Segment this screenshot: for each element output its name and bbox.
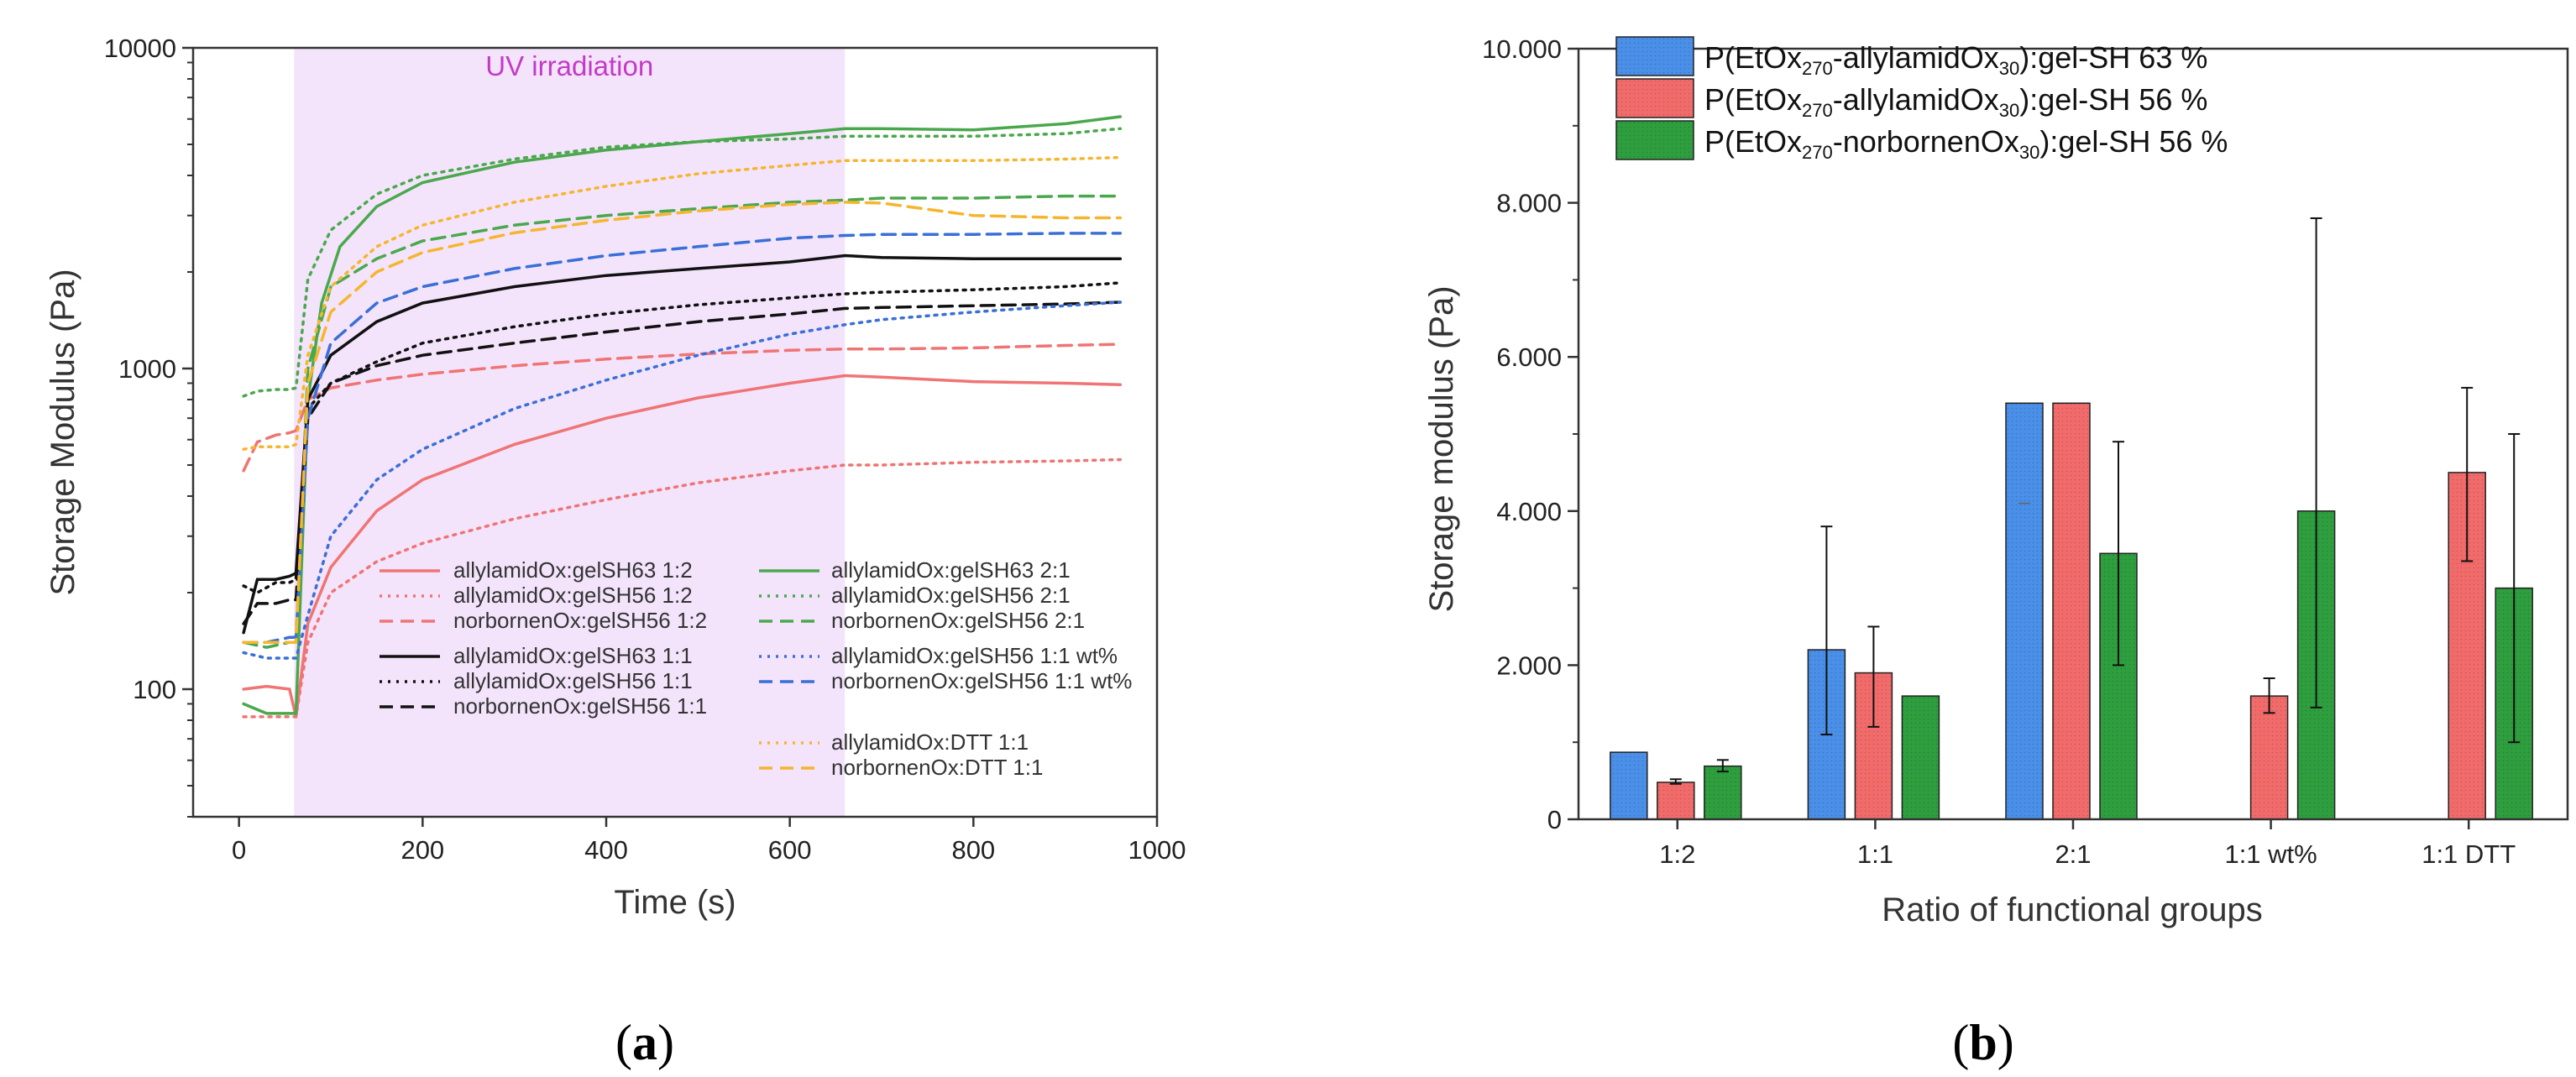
legend-entry: P(EtOx270-allylamidOx30):gel-SH 63 %: [1704, 40, 2207, 79]
y-tick-label: 10.000: [1482, 34, 1562, 64]
legend-entry: allylamidOx:gelSH56 1:1 wt%: [831, 643, 1118, 668]
legend-entry: norbornenOx:gelSH56 1:2: [453, 608, 707, 633]
line-series-4: [242, 127, 1123, 398]
legend-entry: allylamidOx:gelSH56 1:1: [453, 668, 693, 693]
legend-entry: norbornenOx:gelSH56 2:1: [831, 608, 1085, 633]
legend-entry: allylamidOx:gelSH63 1:1: [453, 643, 693, 668]
panel-label-a: (a): [615, 1015, 674, 1070]
panel-label-b: (b): [1952, 1015, 2013, 1070]
x-tick-label: 1:1 wt%: [2224, 839, 2317, 869]
x-tick-label: 800: [951, 835, 995, 865]
legend-swatch-texture: [1616, 79, 1694, 118]
legend-swatch-texture: [1616, 121, 1694, 159]
bar-texture: [2250, 696, 2288, 819]
line-series-group: [242, 115, 1123, 719]
x-tick-label: 2:1: [2055, 839, 2091, 869]
line-series-12: [242, 201, 1123, 644]
x-tick-label: 600: [768, 835, 812, 865]
bar-series-group: [1610, 402, 2533, 820]
legend-entry: norbornenOx:gelSH56 1:1: [453, 693, 707, 719]
line-series-10: [242, 232, 1123, 644]
legend-entry: allylamidOx:gelSH63 1:2: [453, 557, 693, 583]
x-axis-title: Time (s): [614, 884, 736, 921]
legend-entry: allylamidOx:DTT 1:1: [831, 729, 1029, 755]
x-tick-label: 0: [232, 835, 246, 865]
bar-texture: [1704, 766, 1741, 819]
x-tick-label: 1:2: [1659, 839, 1695, 869]
axis-ticks-b: 0 2.000 4.000 6.000 8.000 10.000 1:2 1:1 2:1 1:1 …: [1482, 34, 2516, 869]
axis-ticks: 0 200 400 600 800 1000 100 1000 10000: [104, 34, 1186, 865]
y-tick-label: 2.000: [1496, 651, 1562, 680]
y-axis-title: Storage Modulus (Pa): [45, 269, 81, 595]
x-tick-label: 400: [584, 835, 628, 865]
legend-b: P(EtOx270-allylamidOx30):gel-SH 63 %P(Et…: [1615, 36, 2228, 163]
legend-entry: P(EtOx270-norbornenOx30):gel-SH 56 %: [1704, 124, 2228, 163]
bar-texture: [1902, 696, 1940, 819]
legend: allylamidOx:gelSH63 1:2 allylamidOx:gelSH…: [380, 557, 1132, 780]
y-tick-label: 0: [1547, 805, 1562, 834]
x-tick-label: 1:1: [1857, 839, 1893, 869]
line-series-3: [242, 115, 1123, 715]
x-axis-title-b: Ratio of functional groups: [1882, 891, 2263, 928]
line-chart: UV irradiation 0 200 400 600 800 1000 100 1000 1…: [45, 34, 1186, 921]
uv-irradiation-label: UV irradiation: [485, 50, 653, 81]
legend-entry: allylamidOx:gelSH56 1:2: [453, 583, 693, 608]
y-tick-label: 6.000: [1496, 342, 1562, 372]
y-axis-title-b: Storage modulus (Pa): [1423, 285, 1460, 612]
bar-texture: [1610, 752, 1647, 819]
bar-chart: 0 2.000 4.000 6.000 8.000 10.000 1:2 1:1 2:1 1:1 …: [1423, 34, 2569, 928]
plot-frame: [191, 46, 1159, 818]
x-tick-label: 1:1 DTT: [2422, 839, 2516, 869]
bar-texture: [2053, 403, 2090, 819]
y-tick-label: 10000: [104, 34, 176, 63]
line-series-0: [242, 374, 1123, 718]
bar-texture: [2006, 403, 2043, 819]
line-series-7: [242, 281, 1123, 594]
uv-irradiation-band: [294, 48, 846, 817]
y-tick-label: 100: [133, 675, 176, 704]
line-series-2: [242, 342, 1123, 473]
line-series-8: [242, 301, 1123, 625]
line-series-9: [242, 301, 1123, 660]
legend-entry: norbornenOx:gelSH56 1:1 wt%: [831, 668, 1132, 693]
y-tick-label: 4.000: [1496, 497, 1562, 526]
bar-texture: [1657, 782, 1694, 819]
legend-entry: norbornenOx:DTT 1:1: [831, 755, 1043, 780]
legend-entry: P(EtOx270-allylamidOx30):gel-SH 56 %: [1704, 82, 2207, 121]
line-series-1: [242, 457, 1123, 719]
legend-entry: allylamidOx:gelSH56 2:1: [831, 583, 1071, 608]
x-tick-label: 200: [401, 835, 444, 865]
y-tick-label: 8.000: [1496, 189, 1562, 218]
line-series-6: [242, 254, 1123, 635]
y-tick-label: 1000: [118, 354, 176, 384]
legend-entry: allylamidOx:gelSH63 2:1: [831, 557, 1071, 583]
legend-swatch-texture: [1616, 37, 1694, 76]
line-series-11: [242, 155, 1123, 451]
error-bars: [1622, 217, 2521, 820]
x-tick-label: 1000: [1128, 835, 1186, 865]
